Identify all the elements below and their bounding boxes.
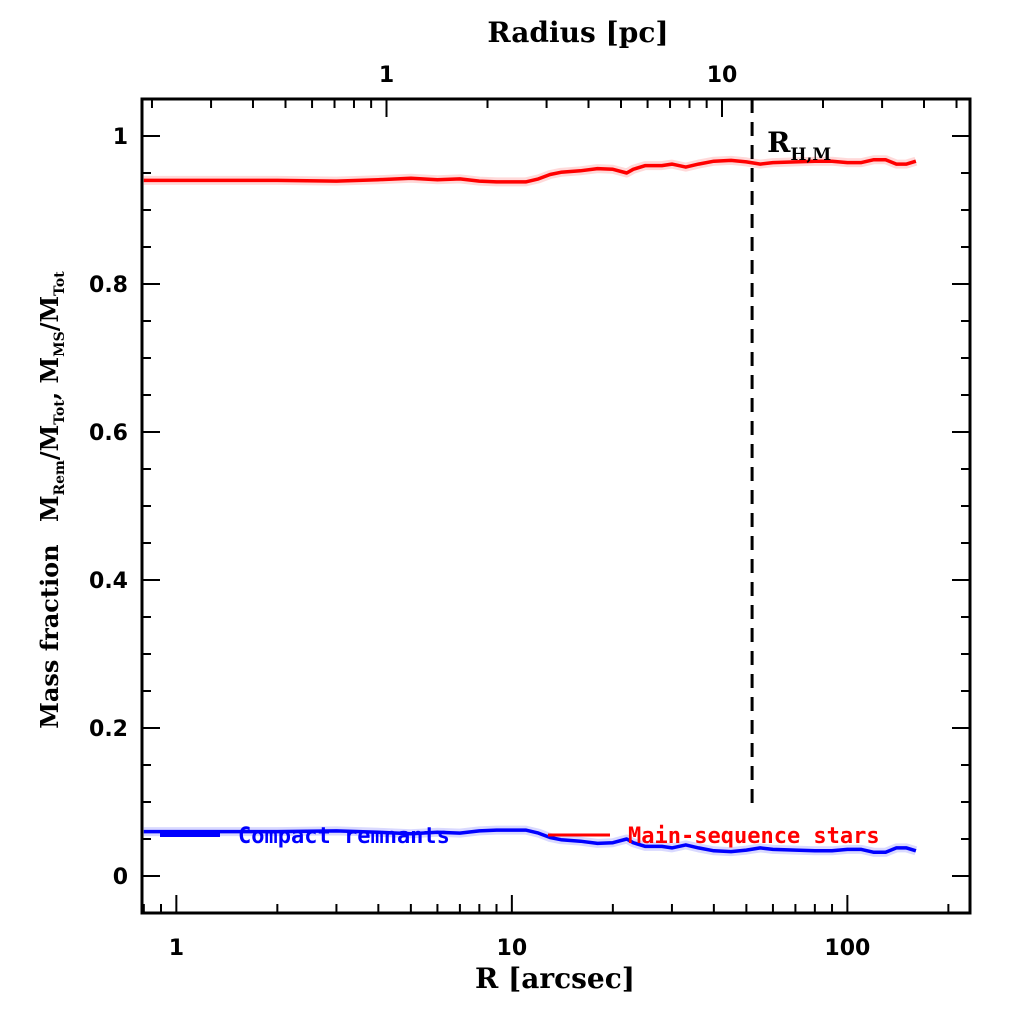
series-line-main-sequence-stars bbox=[143, 157, 917, 184]
rhm-sub: H,M bbox=[790, 145, 831, 165]
x-axis-label: R [arcsec] bbox=[475, 962, 635, 995]
top-tick-label: 10 bbox=[707, 63, 738, 88]
series-line-compact-remnants bbox=[143, 828, 917, 855]
y-label-sub: MS bbox=[52, 331, 68, 357]
y-axis-label-prefix: Mass fraction bbox=[35, 544, 64, 728]
y-label-part: /M bbox=[35, 425, 64, 460]
y-tick-label: 0.4 bbox=[89, 569, 128, 594]
top-tick-label: 1 bbox=[379, 63, 394, 88]
ticks-layer bbox=[142, 99, 970, 913]
y-tick-label: 0.8 bbox=[89, 273, 128, 298]
y-axis-label: Mass fraction MRem/MTot, MMS/MTot bbox=[35, 271, 68, 729]
y-label-sub: Rem bbox=[52, 460, 68, 496]
y-tick-label: 1 bbox=[113, 125, 128, 150]
top-axis-label: Radius [pc] bbox=[487, 16, 668, 49]
y-label-part: , M bbox=[35, 357, 64, 400]
half-mass-radius-label: RH,M bbox=[767, 126, 831, 165]
x-tick-label: 10 bbox=[497, 936, 528, 961]
y-tick-label: 0.6 bbox=[89, 421, 128, 446]
legend-label-compact-remnants: Compact remnants bbox=[238, 824, 450, 849]
y-label-sub: Tot bbox=[52, 400, 68, 425]
rhm-main: R bbox=[767, 126, 791, 159]
y-label-part: M bbox=[35, 495, 64, 522]
x-tick-label: 1 bbox=[169, 936, 184, 961]
y-tick-label: 0 bbox=[113, 865, 128, 890]
series-layer bbox=[143, 155, 918, 857]
y-label-sub: Tot bbox=[52, 271, 68, 296]
legend-label-main-sequence-stars: Main-sequence stars bbox=[628, 824, 880, 849]
y-tick-label: 0.2 bbox=[89, 717, 128, 742]
y-label-part: /M bbox=[35, 296, 64, 331]
x-tick-label: 100 bbox=[824, 936, 870, 961]
plot-frame bbox=[140, 97, 972, 915]
